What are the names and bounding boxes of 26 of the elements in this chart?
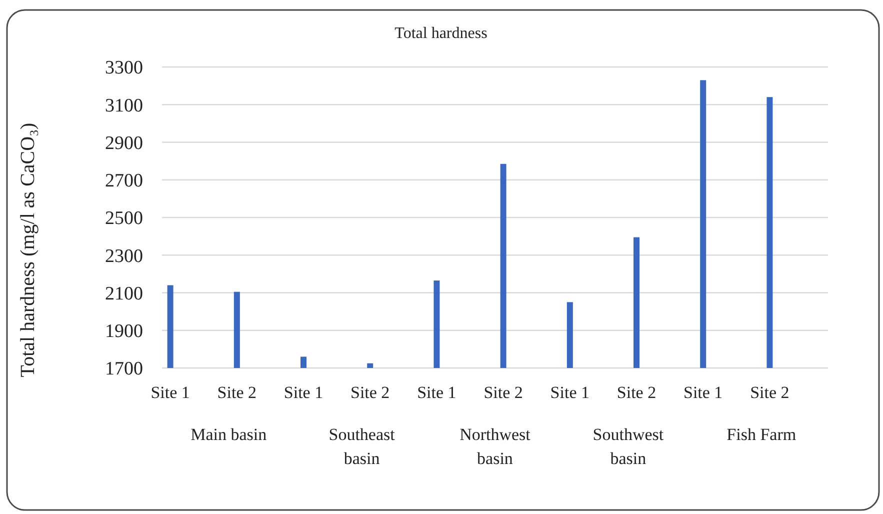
x-tick-label: Site 1 xyxy=(550,383,590,402)
y-tick-label: 1900 xyxy=(105,321,143,342)
chart-title: Total hardness xyxy=(394,25,488,42)
x-tick-label: Site 2 xyxy=(616,383,656,402)
x-tick-label: Site 2 xyxy=(484,383,523,402)
x-tick-label: Site 2 xyxy=(217,383,256,402)
text: Southeast basin xyxy=(328,425,396,468)
x-tick-label: Site 1 xyxy=(284,383,324,402)
text: Main basin xyxy=(190,425,268,444)
y-tick-label: 3100 xyxy=(105,95,143,116)
x-tick-label: Site 2 xyxy=(750,383,790,402)
x-tick-label: Site 2 xyxy=(350,383,390,402)
y-axis-title: Total hardness (mg/l as CaCO₃) xyxy=(17,122,39,378)
text: Southwest basin xyxy=(592,425,664,468)
x-tick-label: Site 1 xyxy=(417,383,456,402)
x-tick-label: Site 1 xyxy=(150,383,190,402)
y-tick-label: 2500 xyxy=(105,208,143,230)
y-tick-label: 2900 xyxy=(105,132,143,154)
x-tick-label: Site 1 xyxy=(684,383,723,402)
y-tick-label: 2700 xyxy=(105,170,143,192)
text: Fish Farm xyxy=(726,425,796,444)
y-tick-label: 3300 xyxy=(105,58,143,79)
y-tick-label: 2100 xyxy=(105,283,143,304)
y-tick-label: 2300 xyxy=(105,246,143,267)
text: Northwest basin xyxy=(460,425,531,468)
y-tick-label: 1700 xyxy=(105,358,143,380)
